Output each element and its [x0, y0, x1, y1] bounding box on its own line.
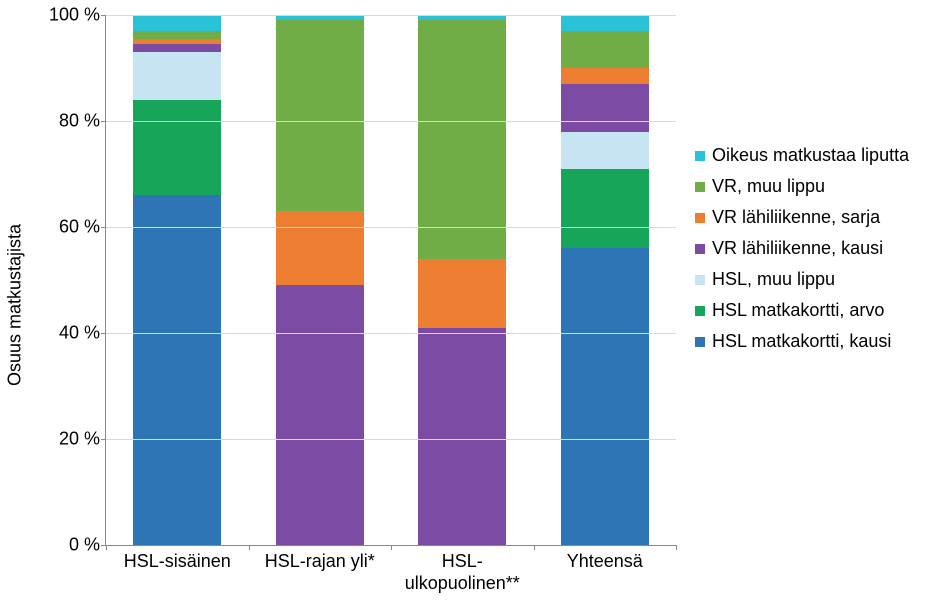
- y-tick-mark: [101, 227, 106, 228]
- legend-swatch: [695, 275, 705, 285]
- y-tick-mark: [101, 121, 106, 122]
- legend-swatch: [695, 182, 705, 192]
- bar-yhteensa: [561, 15, 649, 545]
- legend-label: HSL matkakortti, arvo: [712, 300, 884, 321]
- x-tick-mark: [249, 545, 250, 550]
- x-label-hsl-sisainen: HSL-sisäinen: [106, 551, 249, 573]
- bar-hsl-sisainen: [133, 15, 221, 545]
- legend-swatch: [695, 244, 705, 254]
- legend-item-vr-lahiliikenne-sarja: VR lähiliikenne, sarja: [695, 207, 909, 228]
- bar-hsl-ulkopuolinen: [418, 15, 506, 545]
- bar-seg-hsl-ulkopuolinen-vr-lahiliikenne-sarja: [418, 259, 506, 328]
- bar-seg-yhteensa-vr-muu-lippu: [561, 31, 649, 68]
- legend-item-vr-muu-lippu: VR, muu lippu: [695, 176, 909, 197]
- gridline: [106, 439, 676, 440]
- legend-swatch: [695, 213, 705, 223]
- x-tick-mark: [106, 545, 107, 550]
- bar-seg-hsl-sisainen-hsl-muu-lippu: [133, 52, 221, 100]
- bar-seg-yhteensa-hsl-muu-lippu: [561, 132, 649, 169]
- bar-seg-hsl-rajan-yli-vr-muu-lippu: [276, 20, 364, 211]
- x-tick-mark: [534, 545, 535, 550]
- legend-item-vr-lahiliikenne-kausi: VR lähiliikenne, kausi: [695, 238, 909, 259]
- bar-seg-hsl-sisainen-vr-muu-lippu: [133, 31, 221, 39]
- y-tick-label: 60 %: [59, 217, 100, 238]
- gridline: [106, 227, 676, 228]
- bar-seg-hsl-sisainen-oikeus-liputta: [133, 15, 221, 31]
- x-label-hsl-rajan-yli: HSL-rajan yli*: [249, 551, 392, 573]
- legend-item-oikeus-liputta: Oikeus matkustaa liputta: [695, 145, 909, 166]
- y-tick-label: 100 %: [49, 5, 100, 26]
- legend-label: VR lähiliikenne, kausi: [712, 238, 883, 259]
- bar-seg-yhteensa-vr-lahiliikenne-kausi: [561, 84, 649, 132]
- legend-label: HSL matkakortti, kausi: [712, 331, 891, 352]
- y-tick-label: 40 %: [59, 323, 100, 344]
- y-tick-label: 80 %: [59, 111, 100, 132]
- gridline: [106, 121, 676, 122]
- y-tick-mark: [101, 15, 106, 16]
- bar-seg-hsl-ulkopuolinen-vr-muu-lippu: [418, 20, 506, 259]
- gridline: [106, 333, 676, 334]
- legend-item-hsl-muu-lippu: HSL, muu lippu: [695, 269, 909, 290]
- bars-layer: [106, 15, 676, 545]
- bar-seg-yhteensa-vr-lahiliikenne-sarja: [561, 68, 649, 84]
- legend-label: Oikeus matkustaa liputta: [712, 145, 909, 166]
- bar-seg-hsl-sisainen-vr-lahiliikenne-kausi: [133, 44, 221, 52]
- bar-seg-hsl-rajan-yli-vr-lahiliikenne-sarja: [276, 211, 364, 285]
- legend-item-hsl-matkakortti-arvo: HSL matkakortti, arvo: [695, 300, 909, 321]
- gridline: [106, 15, 676, 16]
- chart-container: Osuus matkustajista 0 %20 %40 %60 %80 %1…: [0, 0, 949, 609]
- plot-area: 0 %20 %40 %60 %80 %100 %HSL-sisäinenHSL-…: [105, 15, 676, 546]
- x-tick-mark: [391, 545, 392, 550]
- bar-seg-yhteensa-hsl-matkakortti-kausi: [561, 248, 649, 545]
- y-tick-label: 20 %: [59, 429, 100, 450]
- bar-seg-yhteensa-oikeus-liputta: [561, 15, 649, 31]
- x-tick-mark: [676, 545, 677, 550]
- legend-item-hsl-matkakortti-kausi: HSL matkakortti, kausi: [695, 331, 909, 352]
- bar-seg-hsl-sisainen-hsl-matkakortti-kausi: [133, 195, 221, 545]
- y-tick-mark: [101, 333, 106, 334]
- y-tick-mark: [101, 439, 106, 440]
- legend-label: VR lähiliikenne, sarja: [712, 207, 880, 228]
- y-axis-label: Osuus matkustajista: [5, 223, 26, 385]
- bar-seg-hsl-sisainen-hsl-matkakortti-arvo: [133, 100, 221, 195]
- y-tick-label: 0 %: [69, 535, 100, 556]
- x-label-yhteensa: Yhteensä: [534, 551, 677, 573]
- legend-swatch: [695, 151, 705, 161]
- legend: Oikeus matkustaa liputta VR, muu lippu VR …: [695, 145, 909, 362]
- bar-seg-hsl-sisainen-vr-lahiliikenne-sarja: [133, 39, 221, 44]
- bar-seg-yhteensa-hsl-matkakortti-arvo: [561, 169, 649, 249]
- x-label-hsl-ulkopuolinen: HSL- ulkopuolinen**: [391, 551, 534, 594]
- bar-hsl-rajan-yli: [276, 15, 364, 545]
- legend-label: HSL, muu lippu: [712, 269, 835, 290]
- legend-label: VR, muu lippu: [712, 176, 825, 197]
- legend-swatch: [695, 306, 705, 316]
- bar-seg-hsl-rajan-yli-vr-lahiliikenne-kausi: [276, 285, 364, 545]
- legend-swatch: [695, 337, 705, 347]
- bar-seg-hsl-ulkopuolinen-vr-lahiliikenne-kausi: [418, 328, 506, 545]
